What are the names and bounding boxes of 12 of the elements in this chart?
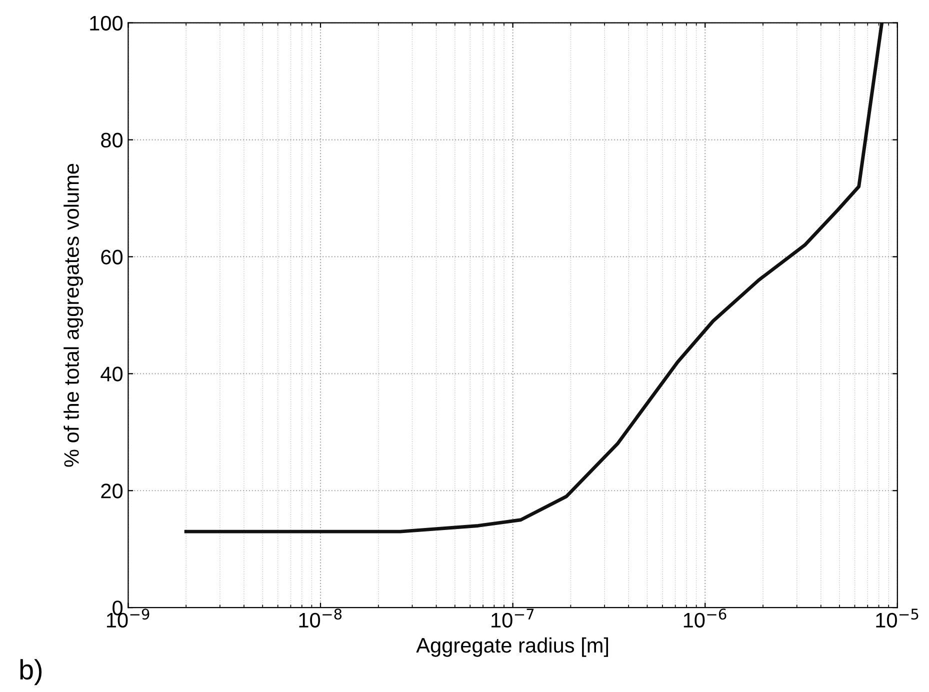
y-axis-title: % of the total aggregates volume — [64, 164, 84, 467]
y-tick-label: 60 — [101, 250, 123, 264]
y-tick-label: 80 — [101, 132, 123, 148]
text: b) — [20, 659, 42, 686]
y-tick-label: 100 — [90, 16, 123, 31]
x-tick-label: 10$^{−8}$ — [299, 608, 342, 628]
x-tick-label: 10$^{−6}$ — [684, 608, 726, 628]
y-tick-label: 40 — [100, 366, 123, 382]
x-tick-label: 10$^{−7}$ — [492, 608, 534, 628]
x-tick-label: 10$^{−5}$ — [876, 608, 918, 628]
y-tick-label: 20 — [101, 484, 123, 498]
x-axis-title: Aggregate radius [m] — [416, 637, 608, 657]
